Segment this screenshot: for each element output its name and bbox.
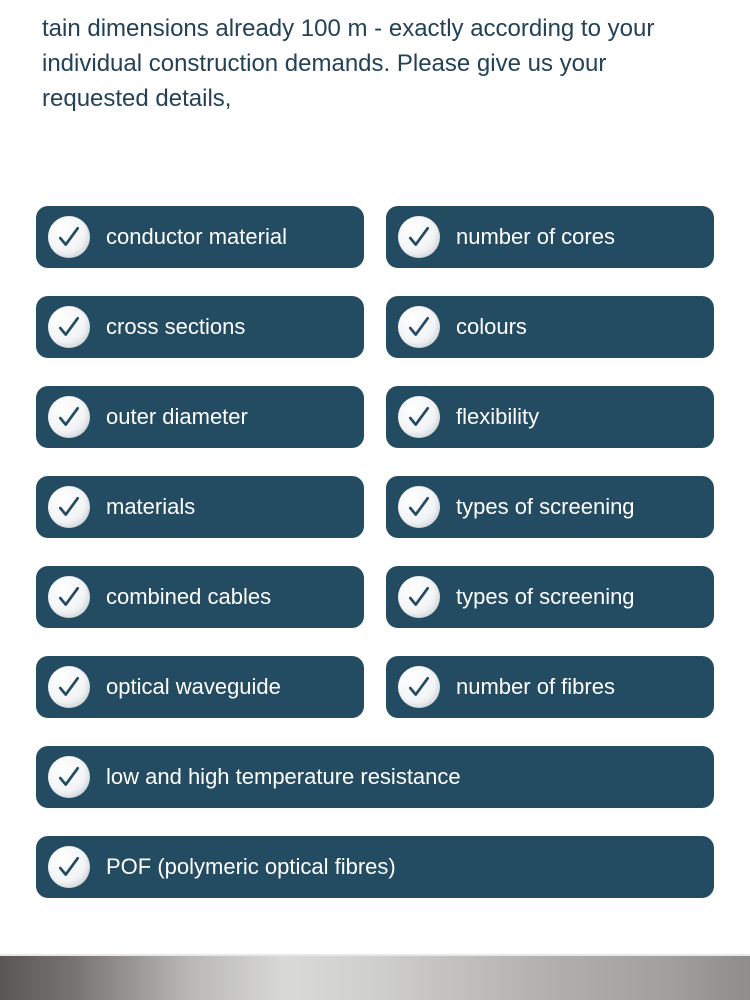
feature-label: combined cables xyxy=(106,584,271,610)
check-icon xyxy=(48,486,90,528)
feature-row: materials types of screening xyxy=(36,476,714,538)
feature-item: optical waveguide xyxy=(36,656,364,718)
feature-item: flexibility xyxy=(386,386,714,448)
feature-label: optical waveguide xyxy=(106,674,281,700)
check-icon xyxy=(398,306,440,348)
feature-row: conductor material number of cores xyxy=(36,206,714,268)
footer-image-strip xyxy=(0,954,750,1000)
feature-row: combined cables types of screening xyxy=(36,566,714,628)
feature-row: outer diameter flexibility xyxy=(36,386,714,448)
check-icon xyxy=(48,756,90,798)
feature-label: colours xyxy=(456,314,527,340)
check-icon xyxy=(48,666,90,708)
check-icon xyxy=(398,216,440,258)
feature-label: materials xyxy=(106,494,195,520)
feature-item: low and high temperature resistance xyxy=(36,746,714,808)
check-icon xyxy=(398,396,440,438)
check-icon xyxy=(48,846,90,888)
feature-label: types of screening xyxy=(456,584,635,610)
feature-list: conductor material number of cores cross… xyxy=(0,116,750,898)
feature-item: number of cores xyxy=(386,206,714,268)
check-icon xyxy=(398,576,440,618)
feature-item: POF (polymeric optical fibres) xyxy=(36,836,714,898)
check-icon xyxy=(398,486,440,528)
check-icon xyxy=(48,396,90,438)
feature-row: POF (polymeric optical fibres) xyxy=(36,836,714,898)
check-icon xyxy=(48,216,90,258)
feature-item: number of fibres xyxy=(386,656,714,718)
feature-row: cross sections colours xyxy=(36,296,714,358)
feature-label: low and high temperature resistance xyxy=(106,764,461,790)
feature-item: materials xyxy=(36,476,364,538)
feature-label: types of screening xyxy=(456,494,635,520)
check-icon xyxy=(398,666,440,708)
feature-item: conductor material xyxy=(36,206,364,268)
feature-label: number of cores xyxy=(456,224,615,250)
feature-item: outer diameter xyxy=(36,386,364,448)
intro-paragraph: tain dimensions already 100 m - exactly … xyxy=(0,0,750,116)
feature-item: types of screening xyxy=(386,476,714,538)
check-icon xyxy=(48,306,90,348)
check-icon xyxy=(48,576,90,618)
feature-row: optical waveguide number of fibres xyxy=(36,656,714,718)
feature-label: cross sections xyxy=(106,314,245,340)
feature-label: flexibility xyxy=(456,404,539,430)
feature-item: cross sections xyxy=(36,296,364,358)
feature-item: types of screening xyxy=(386,566,714,628)
feature-item: colours xyxy=(386,296,714,358)
feature-label: POF (polymeric optical fibres) xyxy=(106,854,396,880)
feature-label: number of fibres xyxy=(456,674,615,700)
feature-label: outer diameter xyxy=(106,404,248,430)
feature-item: combined cables xyxy=(36,566,364,628)
feature-row: low and high temperature resistance xyxy=(36,746,714,808)
feature-label: conductor material xyxy=(106,224,287,250)
